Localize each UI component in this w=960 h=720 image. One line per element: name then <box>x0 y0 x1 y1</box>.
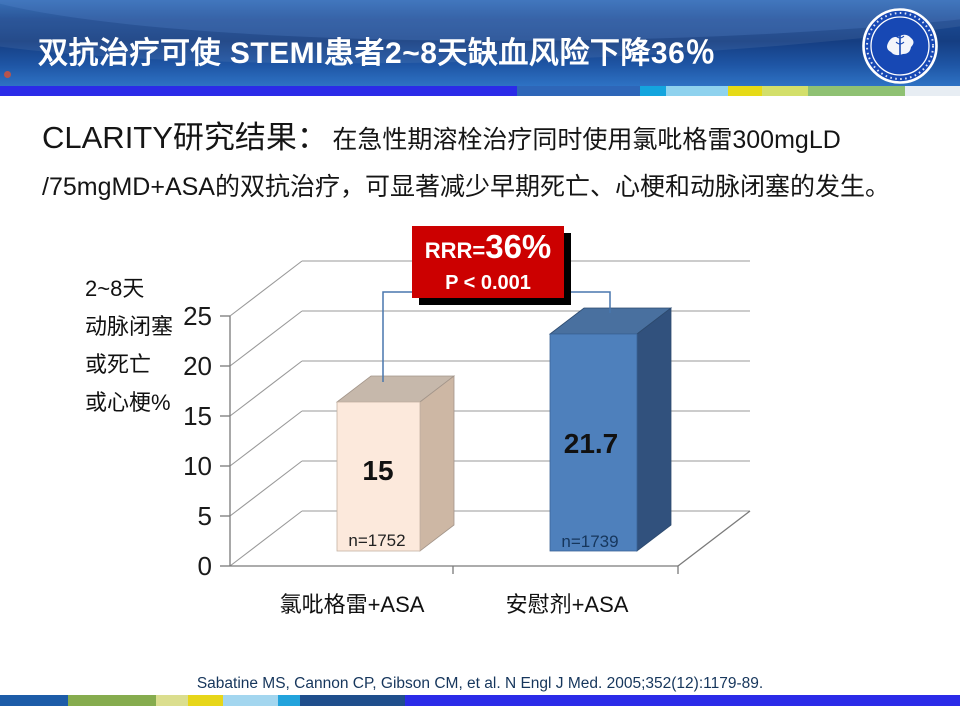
footer-accent-bar <box>0 695 960 706</box>
rrr-prefix: RRR= <box>424 237 486 263</box>
y-tick: 15 <box>183 401 212 431</box>
accent-segment <box>68 695 156 706</box>
y-axis-title-line: 或心梗% <box>85 390 171 415</box>
y-axis-title-line: 或死亡 <box>85 352 151 377</box>
y-tick-labels: 25 20 15 10 5 0 <box>183 301 212 581</box>
accent-segment <box>0 695 68 706</box>
accent-segment <box>300 695 405 706</box>
accent-segment <box>0 86 517 96</box>
y-tick: 0 <box>198 551 212 581</box>
accent-segment <box>223 695 278 706</box>
bar-value-label: 21.7 <box>564 428 619 459</box>
bar-placebo: 21.7 n=1739 <box>548 307 673 552</box>
rrr-line: RRR=36% <box>424 227 552 271</box>
slide-edge-marker <box>4 71 11 78</box>
intro-text-line2: /75mgMD+ASA的双抗治疗，可显著减少早期死亡、心梗和动脉闭塞的发生。 <box>42 173 890 201</box>
rrr-connector-lines <box>382 291 611 382</box>
category-label: 安慰剂+ASA <box>506 592 629 617</box>
y-tick: 5 <box>198 501 212 531</box>
accent-segment <box>808 86 905 96</box>
y-axis-title: 2~8天 动脉闭塞 或死亡 或心梗% <box>85 276 173 415</box>
intro-text-line1: CLARITY研究结果： 在急性期溶栓治疗同时使用氯吡格雷300mgLD <box>42 112 841 157</box>
y-tick: 25 <box>183 301 212 331</box>
bar-n-label: n=1752 <box>348 531 405 550</box>
bar-clopidogrel: 15 n=1752 <box>335 375 456 552</box>
chart-gridlines <box>229 260 750 567</box>
bar-value-label: 15 <box>362 455 393 486</box>
y-axis-title-line: 动脉闭塞 <box>85 314 173 339</box>
bar-chart: 25 20 15 10 5 0 2~8天 动脉闭塞 或死亡 或心梗% 15 n=… <box>85 260 751 617</box>
p-value: P < 0.001 <box>445 271 531 294</box>
slide-title: 双抗治疗可使 STEMI患者2~8天缺血风险下降36％ <box>38 37 716 70</box>
intro-text: 在急性期溶栓治疗同时使用氯吡格雷300mgLD <box>332 126 841 154</box>
header-banner <box>0 0 960 86</box>
accent-segment <box>905 86 960 96</box>
accent-segment <box>156 695 188 706</box>
accent-segment <box>188 695 223 706</box>
accent-segment <box>278 695 300 706</box>
accent-segment <box>405 695 960 706</box>
y-tick: 20 <box>183 351 212 381</box>
bar-n-label: n=1739 <box>561 532 618 551</box>
accent-segment <box>517 86 640 96</box>
ministry-of-health-logo-icon <box>862 8 938 84</box>
y-tick: 10 <box>183 451 212 481</box>
header-accent-bar <box>0 86 960 96</box>
accent-segment <box>640 86 666 96</box>
accent-segment <box>666 86 728 96</box>
footer-citation: Sabatine MS, Cannon CP, Gibson CM, et al… <box>196 675 764 692</box>
chart-axes <box>229 316 751 567</box>
accent-segment <box>728 86 762 96</box>
x-category-labels: 氯吡格雷+ASA 安慰剂+ASA <box>280 592 629 617</box>
y-axis-title-line: 2~8天 <box>85 276 144 301</box>
category-label: 氯吡格雷+ASA <box>280 592 425 617</box>
accent-segment <box>762 86 808 96</box>
rrr-callout: RRR=36% P < 0.001 <box>412 226 564 298</box>
rrr-value: 36% <box>485 227 552 265</box>
chart-axis-ticks <box>220 315 679 574</box>
study-name-label: CLARITY研究结果： <box>42 120 328 155</box>
